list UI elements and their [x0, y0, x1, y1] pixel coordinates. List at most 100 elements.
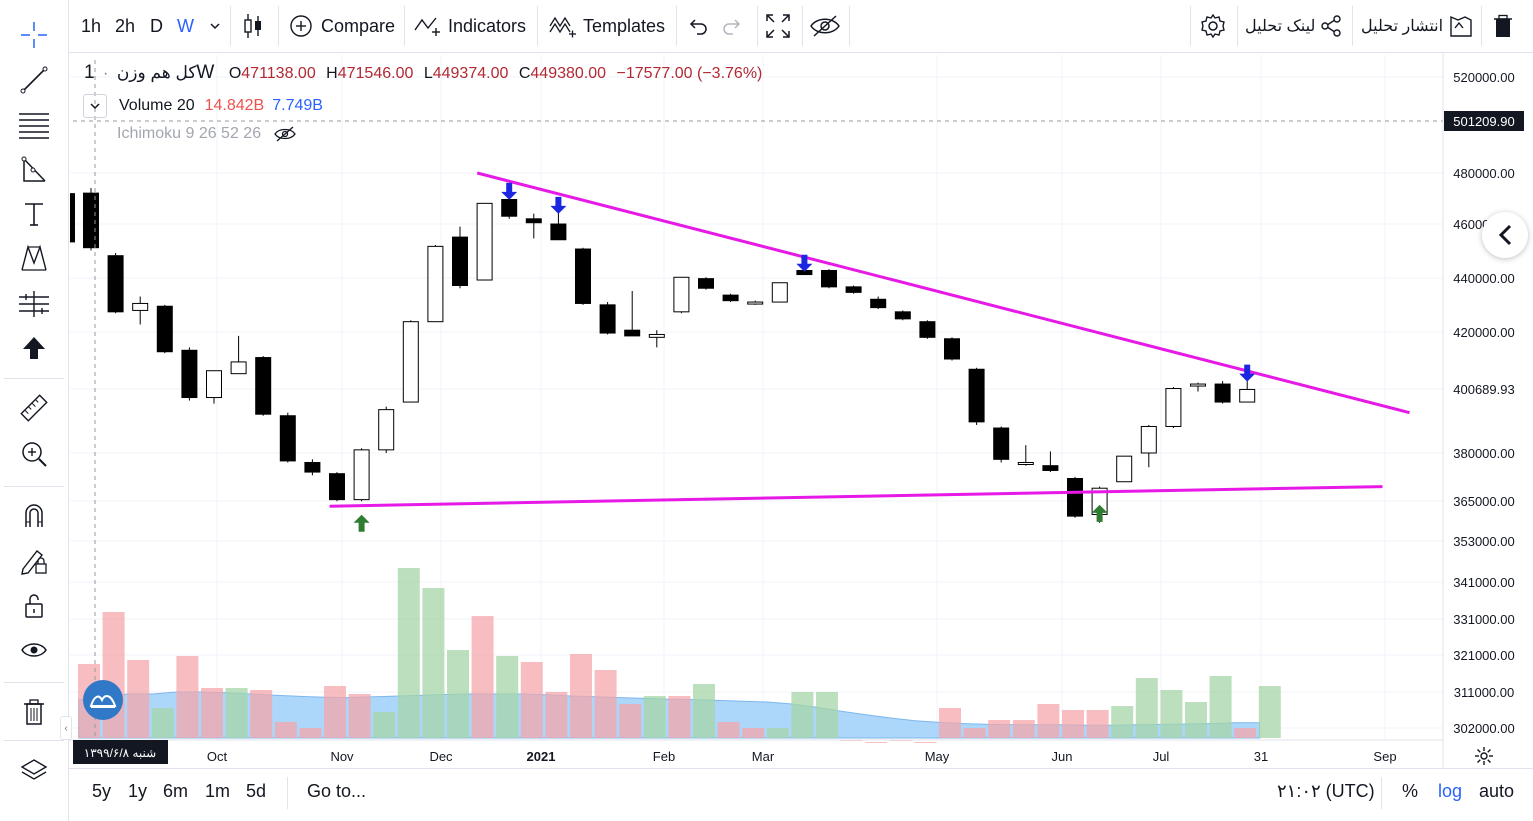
share-link-button[interactable]: لینک تحلیل [1245, 6, 1343, 46]
time-axis: Oct Nov Dec 2021 Feb Mar May Jun Jul 31 Sep [207, 749, 1397, 764]
candle-body [427, 245, 444, 323]
price-tick-label: 353000.00 [1453, 534, 1514, 549]
trend-line-icon[interactable] [14, 62, 54, 98]
trendline-resistance[interactable] [476, 171, 1410, 415]
last-price-label-bg [1444, 378, 1524, 400]
settings-gear-icon[interactable] [1200, 6, 1226, 46]
candle-body [599, 304, 616, 334]
publish-button[interactable]: انتشار تحلیل [1361, 6, 1473, 46]
up-arrow-icon[interactable] [1091, 504, 1108, 522]
indicators-icon [414, 17, 440, 36]
indicators-label: Indicators [448, 15, 527, 36]
down-arrow-icon[interactable] [501, 182, 518, 200]
pattern-tool-icon[interactable] [14, 240, 54, 276]
range-5y[interactable]: 5y [92, 781, 112, 801]
down-arrow-icon[interactable] [796, 254, 813, 272]
interval-2h[interactable]: 2h [115, 15, 136, 36]
candle-body [206, 370, 222, 399]
indicators-button[interactable]: Indicators [414, 6, 526, 46]
candle-body [771, 282, 788, 303]
down-arrow-icon[interactable] [1239, 364, 1256, 382]
object-tree-icon[interactable] [14, 753, 54, 789]
candle-body [255, 357, 272, 415]
volume-bar [1160, 690, 1183, 738]
toolbar-divider [849, 6, 850, 46]
toolbar-divider [676, 6, 677, 46]
volume-bar [1209, 676, 1232, 738]
collapse-chevron-icon[interactable] [83, 94, 107, 118]
collapse-left-icon[interactable]: ‹ [60, 716, 72, 740]
triangle-pattern-icon[interactable] [14, 152, 54, 188]
templates-button[interactable]: Templates [549, 6, 665, 46]
magnet-icon[interactable] [14, 497, 54, 533]
eye-icon[interactable] [14, 632, 54, 668]
prediction-tool-icon[interactable] [14, 286, 54, 322]
undo-icon[interactable] [687, 6, 709, 46]
candle-body [845, 286, 862, 293]
axis-settings-icon[interactable] [1472, 744, 1496, 768]
price-tick-label: 380000.00 [1453, 446, 1514, 461]
high-label: H [326, 65, 338, 82]
interval-dropdown-chevron-icon[interactable] [209, 6, 221, 46]
ruler-icon[interactable] [14, 390, 54, 426]
candle-body [968, 368, 985, 423]
lock-drawings-icon[interactable] [14, 587, 54, 623]
time-tick-label: Feb [653, 749, 675, 764]
range-1y[interactable]: 1y [128, 781, 148, 801]
price-tick-label: 440000.00 [1453, 271, 1514, 286]
time-tick-label: Sep [1373, 749, 1396, 764]
redo-icon[interactable] [721, 6, 743, 46]
trash-icon[interactable] [14, 694, 54, 730]
interval-w[interactable]: W [177, 15, 194, 36]
volume-bar [1234, 728, 1257, 738]
volume-bar [717, 722, 740, 738]
delete-icon[interactable] [1492, 6, 1514, 46]
up-arrow-icon[interactable] [353, 514, 370, 532]
range-1m[interactable]: 1m [205, 781, 231, 801]
candle-body [132, 302, 149, 311]
zoom-in-icon[interactable] [14, 436, 54, 472]
plus-circle-icon [290, 15, 312, 37]
volume-bar [693, 684, 715, 738]
volume-bar [914, 742, 937, 743]
candle-body [1190, 383, 1206, 387]
range-6m[interactable]: 6m [163, 781, 189, 801]
range-5d[interactable]: 5d [246, 781, 267, 801]
compare-button[interactable]: Compare [289, 6, 395, 46]
candle-body [1165, 388, 1182, 427]
timezone-clock[interactable]: ۲۱:۰۲ (UTC) [1277, 781, 1375, 801]
goto-button[interactable]: Go to... [307, 781, 367, 801]
text-tool-icon[interactable] [14, 196, 54, 232]
trendline-support[interactable] [329, 485, 1383, 508]
fullscreen-icon[interactable] [765, 6, 791, 46]
toolbar-divider [1381, 777, 1382, 809]
candle-body [944, 338, 960, 360]
hide-icon[interactable] [809, 6, 841, 46]
candles-style-icon[interactable] [241, 6, 265, 46]
keep-drawing-icon[interactable] [14, 542, 54, 578]
log-scale-button[interactable]: log [1438, 781, 1463, 801]
volume-bars [78, 568, 1281, 743]
volume-bar [988, 720, 1011, 738]
arrow-up-icon[interactable] [14, 330, 54, 366]
volume-bar [816, 692, 838, 738]
candle-body [624, 329, 641, 337]
toolbar-divider [404, 6, 405, 46]
down-arrow-icon[interactable] [550, 196, 567, 214]
hidden-eye-icon[interactable] [273, 125, 297, 143]
candle-body [1116, 455, 1133, 483]
interval-1h[interactable]: 1h [81, 15, 102, 36]
expand-panel-button[interactable] [1482, 212, 1528, 258]
interval-d[interactable]: D [150, 15, 163, 36]
volume-bar [274, 722, 297, 738]
symbol-name[interactable]: کل هم وزن [116, 63, 197, 82]
horizontal-lines-icon[interactable] [14, 106, 54, 142]
candle-body [747, 301, 764, 305]
candle-body [673, 276, 690, 313]
percent-scale-button[interactable]: % [1402, 781, 1419, 801]
low-label: L [423, 65, 433, 82]
crosshair-icon[interactable] [14, 17, 54, 53]
auto-scale-button[interactable]: auto [1479, 781, 1515, 801]
toolbar-divider [4, 740, 64, 741]
